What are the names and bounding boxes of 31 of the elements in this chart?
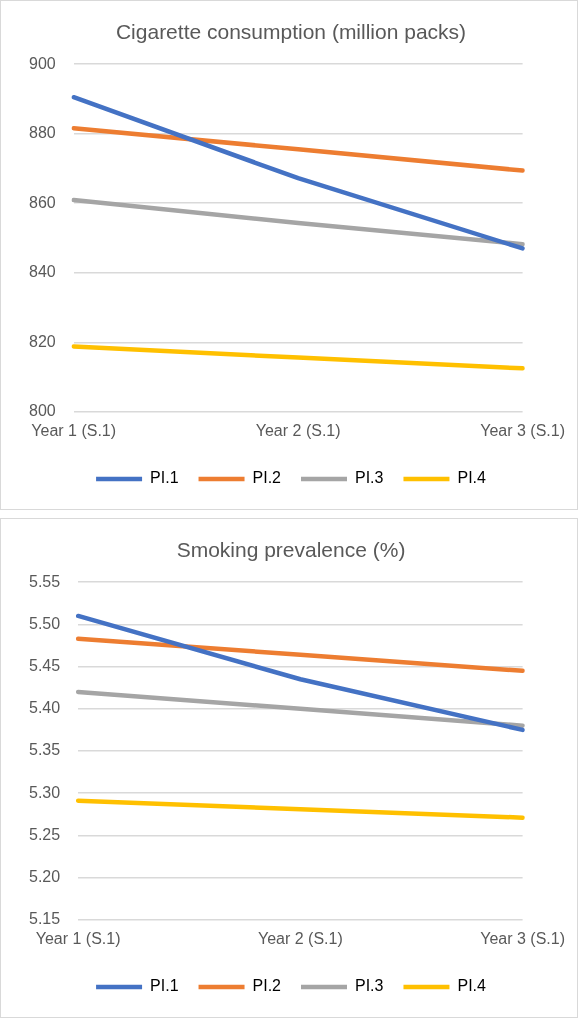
y-tick-label: 5.40: [29, 699, 61, 717]
y-tick-label: 860: [28, 193, 56, 211]
x-tick-label: Year 1 (S.1): [35, 929, 121, 947]
y-tick-label: 5.20: [29, 868, 61, 886]
chart-title: Cigarette consumption (million packs): [115, 20, 467, 44]
legend-label: PI.3: [355, 977, 384, 995]
legend-label: PI.1: [150, 977, 179, 995]
y-tick-label: 5.15: [29, 910, 61, 928]
y-tick-label: 880: [28, 124, 56, 142]
legend-label: PI.2: [252, 469, 282, 487]
y-tick-label: 5.45: [29, 657, 61, 675]
y-tick-label: 5.30: [29, 783, 61, 801]
y-tick-label: 5.35: [29, 741, 61, 759]
x-tick-label: Year 2 (S.1): [255, 421, 341, 439]
y-tick-label: 5.50: [29, 614, 61, 632]
y-tick-label: 5.55: [29, 572, 61, 590]
x-tick-label: Year 2 (S.1): [257, 929, 343, 947]
y-tick-label: 5.25: [29, 825, 61, 843]
x-tick-label: Year 1 (S.1): [31, 421, 117, 439]
legend-label: PI.4: [457, 469, 487, 487]
legend-label: PI.4: [457, 977, 487, 995]
legend-label: PI.1: [150, 469, 179, 487]
chart-title: Smoking prevalence (%): [176, 538, 406, 562]
y-tick-label: 900: [28, 54, 56, 72]
x-tick-label: Year 3 (S.1): [480, 421, 565, 439]
y-tick-label: 800: [28, 402, 56, 420]
y-tick-label: 820: [28, 332, 56, 350]
y-tick-label: 840: [28, 263, 56, 281]
legend-label: PI.3: [355, 469, 384, 487]
legend-label: PI.2: [252, 977, 282, 995]
x-tick-label: Year 3 (S.1): [480, 929, 565, 947]
